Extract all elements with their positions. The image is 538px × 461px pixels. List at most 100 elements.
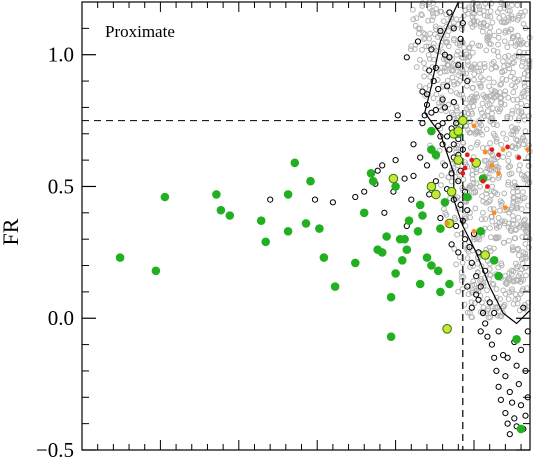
background-point: [512, 145, 519, 152]
background-point: [493, 135, 500, 142]
background-point: [509, 60, 516, 67]
background-point: [490, 121, 497, 128]
background-point: [503, 77, 510, 83]
green-data-point: [283, 227, 293, 236]
background-point: [449, 24, 456, 31]
background-point: [510, 96, 517, 103]
background-point: [479, 100, 486, 107]
background-point: [454, 40, 461, 47]
open-data-point: [267, 196, 274, 203]
background-point: [524, 285, 530, 292]
background-point: [477, 43, 484, 49]
background-point: [450, 37, 457, 44]
y-axis-label: FR: [0, 218, 23, 245]
background-point: [477, 10, 483, 16]
open-data-point: [455, 249, 462, 256]
background-point: [506, 289, 513, 296]
open-data-point: [439, 141, 446, 148]
background-point: [432, 23, 439, 30]
background-point: [453, 261, 460, 268]
background-point: [470, 0, 477, 6]
background-point: [484, 22, 490, 29]
background-point: [437, 8, 444, 15]
background-point: [489, 176, 496, 183]
green-data-point: [290, 158, 300, 168]
open-data-point: [352, 193, 359, 201]
background-point: [458, 230, 465, 237]
green-data-point: [391, 269, 400, 278]
background-point: [522, 241, 529, 247]
background-point: [517, 291, 524, 297]
background-point: [488, 234, 494, 241]
background-point: [521, 93, 527, 100]
background-point: [525, 162, 532, 169]
background-point: [488, 157, 495, 163]
background-point: [417, 56, 423, 63]
background-point: [518, 172, 525, 178]
background-point: [502, 29, 509, 36]
background-point: [443, 212, 450, 218]
background-point: [488, 0, 495, 7]
background-point: [430, 95, 437, 102]
background-point: [469, 49, 476, 56]
open-data-point: [468, 304, 475, 311]
background-point: [487, 314, 494, 321]
yellowgreen-data-point: [426, 181, 437, 192]
background-point: [511, 195, 517, 201]
background-point: [482, 216, 489, 222]
open-data-point: [504, 354, 511, 361]
background-point: [498, 313, 505, 320]
y-tick-label: 0.0: [48, 306, 74, 330]
background-point: [440, 18, 447, 25]
background-point: [487, 24, 494, 31]
background-point: [466, 129, 473, 136]
background-point: [447, 88, 454, 94]
background-point: [476, 124, 483, 131]
background-point: [498, 262, 505, 269]
red-data-point: [469, 157, 475, 163]
background-point: [431, 40, 437, 47]
background-point: [436, 100, 443, 106]
green-data-point: [427, 126, 436, 136]
background-point: [509, 35, 516, 42]
background-point: [490, 105, 496, 112]
background-point: [455, 288, 462, 295]
background-point: [469, 5, 476, 12]
background-point: [493, 286, 500, 292]
background-point: [510, 189, 516, 196]
open-data-point: [488, 341, 495, 348]
orange-data-point: [471, 228, 477, 234]
green-data-point: [306, 176, 315, 186]
background-point: [410, 16, 417, 23]
background-point: [477, 183, 483, 190]
background-point: [497, 95, 504, 102]
background-point: [501, 239, 507, 246]
open-data-point: [459, 20, 466, 27]
open-data-point: [450, 25, 457, 32]
green-data-point: [463, 192, 472, 202]
open-data-point: [426, 191, 433, 198]
green-data-point: [256, 216, 266, 225]
background-point: [470, 278, 477, 285]
background-point: [509, 247, 516, 254]
background-point: [506, 65, 513, 72]
background-point: [455, 145, 462, 152]
background-point: [521, 194, 528, 201]
background-point: [467, 309, 473, 316]
background-point: [482, 0, 489, 7]
background-point: [491, 32, 498, 39]
background-point: [413, 64, 420, 70]
background-point: [419, 3, 426, 9]
background-point: [452, 174, 459, 180]
background-point: [515, 214, 522, 221]
background-point: [521, 176, 528, 183]
red-data-point: [485, 184, 490, 189]
open-data-point: [477, 283, 484, 290]
green-data-point: [445, 279, 454, 289]
green-data-point: [301, 219, 311, 228]
background-point: [459, 91, 465, 98]
green-data-point: [386, 292, 396, 302]
open-data-point: [455, 62, 462, 69]
y-tick-label: 1.0: [48, 43, 74, 67]
open-data-point: [475, 249, 482, 256]
